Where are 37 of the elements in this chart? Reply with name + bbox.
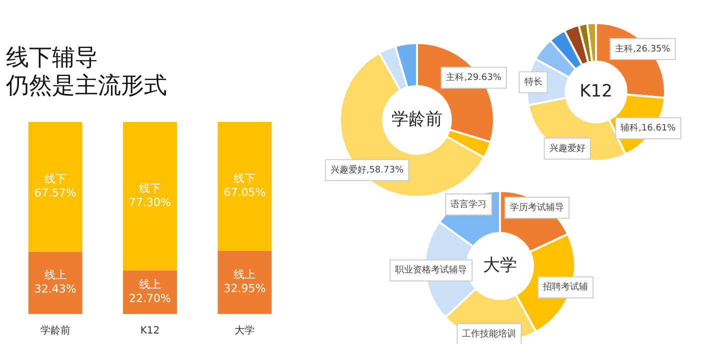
- data-label: 67.57%: [34, 186, 76, 200]
- bar: [218, 122, 272, 251]
- data-label: 22.70%: [129, 292, 171, 306]
- data-label: 32.43%: [34, 282, 76, 296]
- text: 学龄前: [392, 109, 442, 130]
- slice-label: 职业资格考试辅导: [395, 264, 468, 276]
- slice-label: 工作技能培训: [462, 328, 516, 340]
- data-label: 77.30%: [129, 196, 171, 210]
- slice-label: 语言学习: [450, 198, 487, 210]
- slice-label: 招聘考试辅: [542, 282, 588, 293]
- text: 大学: [483, 255, 517, 276]
- slice-label: 学历考试辅导: [510, 202, 564, 214]
- slice-label: 兴趣爱好,58.73%: [330, 164, 404, 176]
- bar: [28, 122, 82, 252]
- data-label: 67.05%: [224, 186, 266, 200]
- text: K12: [580, 81, 612, 102]
- slice-label: 兴趣爱好: [549, 142, 586, 154]
- bar: [123, 122, 177, 270]
- chart-title: 线下辅导: [6, 44, 98, 72]
- series-label: 线下: [139, 182, 161, 196]
- bar: [218, 250, 272, 314]
- slice-label: 特长: [524, 76, 542, 88]
- bar: [28, 252, 82, 314]
- bar: [123, 270, 177, 314]
- x-tick-label: 学龄前: [40, 324, 70, 337]
- x-tick-label: 大学: [234, 324, 255, 337]
- text: 线上: [44, 268, 66, 282]
- slice-label: 主科,26.35%: [615, 43, 671, 54]
- series-label: 线上: [139, 278, 161, 292]
- text: 线上: [234, 268, 256, 282]
- text: 线下: [44, 172, 66, 186]
- x-tick-label: K12: [140, 326, 160, 337]
- data-label: 32.95%: [224, 282, 266, 296]
- slice-label: 主科,29.63%: [446, 72, 502, 84]
- chart-subtitle: 仍然是主流形式: [6, 72, 167, 100]
- text: 线下: [234, 172, 256, 186]
- slice-label: 辅科,16.61%: [620, 122, 676, 134]
